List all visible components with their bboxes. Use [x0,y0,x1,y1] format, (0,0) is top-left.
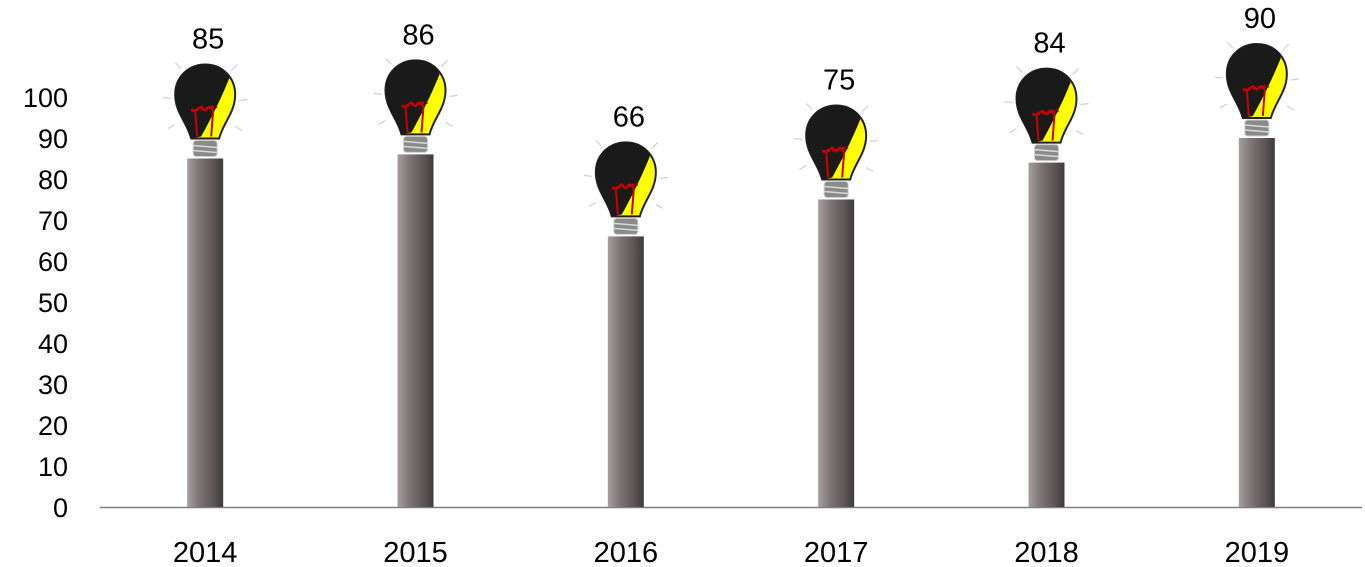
data-label: 66 [613,101,645,133]
x-tick-label: 2016 [594,537,659,567]
y-tick-label: 0 [53,493,68,523]
y-tick-label: 60 [38,247,68,277]
y-tick-label: 90 [38,124,68,154]
y-tick-label: 30 [38,370,68,400]
data-label: 75 [823,65,855,97]
bar [1028,162,1065,507]
x-axis: 2014 2015 2016 2017 2018 2019 [100,506,1362,567]
y-tick-label: 50 [38,288,68,318]
data-labels: 85 86 66 75 84 90 [192,3,1276,133]
bar [818,199,855,507]
x-tick-label: 2017 [804,537,869,567]
y-tick-label: 80 [38,165,68,195]
lightbulb-icon [163,62,248,157]
x-tick-label: 2019 [1225,537,1290,567]
x-tick-label: 2018 [1014,537,1079,567]
data-label: 85 [192,24,224,56]
data-label: 86 [402,19,434,51]
lightbulb-icon [1004,66,1089,162]
y-tick-label: 40 [38,329,68,359]
lightbulb-icon [583,139,668,235]
bulbs [163,41,1299,235]
lightbulb-icon [373,57,458,153]
bar [187,158,224,507]
lightbulb-icon [794,103,879,198]
lightbulb-icon [1214,41,1299,137]
bar [397,154,434,507]
data-label: 84 [1033,28,1065,60]
y-tick-label: 70 [38,206,68,236]
x-tick-label: 2015 [383,537,448,567]
bar [607,236,644,507]
bars [187,138,1275,507]
y-tick-label: 10 [38,452,68,482]
y-tick-label: 20 [38,411,68,441]
x-tick-label: 2014 [173,537,238,567]
bar [1238,138,1275,507]
y-axis: 0 10 20 30 40 50 60 70 80 90 100 [23,83,68,523]
y-tick-label: 100 [23,83,68,113]
data-label: 90 [1244,3,1276,35]
